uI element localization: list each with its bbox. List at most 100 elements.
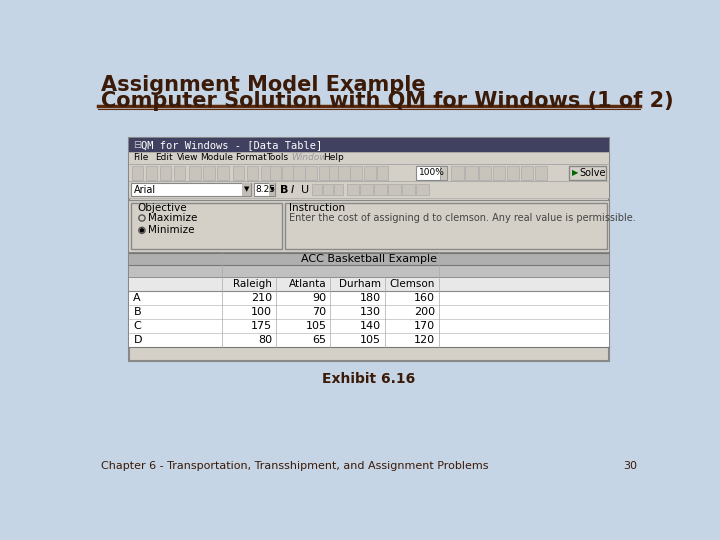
Text: Exhibit 6.16: Exhibit 6.16 [323, 372, 415, 386]
Text: A: A [133, 293, 141, 303]
Bar [305, 166, 317, 179]
Circle shape [139, 215, 145, 221]
Text: Window: Window [291, 153, 326, 163]
Bar [535, 166, 547, 179]
Text: 30: 30 [623, 461, 637, 471]
Bar [129, 164, 609, 181]
Text: D: D [133, 335, 142, 345]
Text: C: C [133, 321, 141, 331]
Bar [269, 184, 275, 195]
Bar [129, 181, 609, 198]
Bar [465, 166, 477, 179]
Text: ⊟: ⊟ [132, 140, 140, 150]
Bar [285, 202, 607, 249]
Text: Arial: Arial [134, 185, 156, 194]
Text: Computer Solution with QM for Windows (1 of 2): Computer Solution with QM for Windows (1… [101, 91, 673, 111]
Bar [569, 166, 606, 179]
Bar [346, 184, 359, 195]
Bar [233, 166, 244, 179]
Bar [441, 166, 446, 179]
Text: 105: 105 [305, 321, 326, 331]
Bar [261, 166, 272, 179]
Bar [374, 184, 387, 195]
Text: File: File [133, 153, 149, 163]
Text: 8.25: 8.25 [256, 185, 276, 194]
Text: View: View [177, 153, 198, 163]
Text: Clemson: Clemson [390, 279, 435, 289]
Text: Enter the cost of assigning d to clemson. Any real value is permissible.: Enter the cost of assigning d to clemson… [289, 213, 636, 224]
Bar [329, 166, 341, 179]
Bar [334, 184, 343, 195]
Text: B: B [133, 307, 141, 317]
Text: Module: Module [200, 153, 233, 163]
Text: 130: 130 [359, 307, 381, 317]
Bar [312, 184, 322, 195]
Text: U: U [301, 185, 309, 194]
Bar [377, 166, 388, 179]
Text: ▶: ▶ [572, 168, 579, 177]
Text: 160: 160 [414, 293, 435, 303]
Text: Objective: Objective [138, 204, 187, 213]
Text: Atlanta: Atlanta [289, 279, 326, 289]
Bar [402, 184, 415, 195]
Bar [132, 166, 143, 179]
Bar [129, 152, 609, 164]
Bar [351, 166, 362, 179]
Bar [129, 138, 609, 152]
Bar [364, 166, 376, 179]
Text: I: I [291, 185, 294, 194]
Text: 120: 120 [414, 335, 435, 345]
Text: 175: 175 [251, 321, 272, 331]
Bar [282, 166, 294, 179]
Bar [388, 184, 401, 195]
Bar [507, 166, 519, 179]
Bar [131, 184, 251, 195]
Text: Tools: Tools [266, 153, 288, 163]
Text: 180: 180 [359, 293, 381, 303]
Text: 90: 90 [312, 293, 326, 303]
Bar [416, 184, 428, 195]
Bar [338, 166, 350, 179]
Text: Raleigh: Raleigh [233, 279, 272, 289]
Bar [253, 184, 275, 195]
Bar [521, 166, 534, 179]
Text: Assignment Model Example: Assignment Model Example [101, 75, 426, 95]
Bar [242, 184, 251, 195]
Circle shape [139, 227, 145, 233]
Text: 100%: 100% [418, 168, 444, 177]
FancyBboxPatch shape [131, 202, 282, 249]
Text: Format: Format [235, 153, 266, 163]
Text: Instruction: Instruction [289, 204, 346, 213]
Text: 210: 210 [251, 293, 272, 303]
Bar [129, 333, 609, 347]
Text: Minimize: Minimize [148, 225, 194, 235]
Circle shape [140, 229, 143, 232]
Bar [270, 166, 282, 179]
Text: B: B [280, 185, 288, 194]
Bar [129, 138, 609, 361]
Text: QM for Windows - [Data Table]: QM for Windows - [Data Table] [141, 140, 323, 150]
Text: Edit: Edit [155, 153, 173, 163]
Text: Durham: Durham [338, 279, 381, 289]
Bar [451, 166, 464, 179]
Bar [129, 265, 609, 278]
Bar [129, 305, 609, 319]
Text: 170: 170 [414, 321, 435, 331]
Bar [293, 166, 305, 179]
Bar [129, 291, 609, 305]
Bar [493, 166, 505, 179]
Text: Chapter 6 - Transportation, Transshipment, and Assignment Problems: Chapter 6 - Transportation, Transshipmen… [101, 461, 488, 471]
Text: Solve: Solve [580, 167, 606, 178]
Bar [160, 166, 171, 179]
Bar [174, 166, 185, 179]
Bar [129, 278, 609, 291]
Text: Help: Help [323, 153, 344, 163]
Bar [203, 166, 215, 179]
Bar [320, 166, 331, 179]
Bar [246, 166, 258, 179]
Text: 105: 105 [359, 335, 381, 345]
Bar [361, 184, 373, 195]
Text: ▼: ▼ [270, 187, 274, 192]
Bar [415, 166, 446, 179]
Bar [129, 200, 609, 252]
